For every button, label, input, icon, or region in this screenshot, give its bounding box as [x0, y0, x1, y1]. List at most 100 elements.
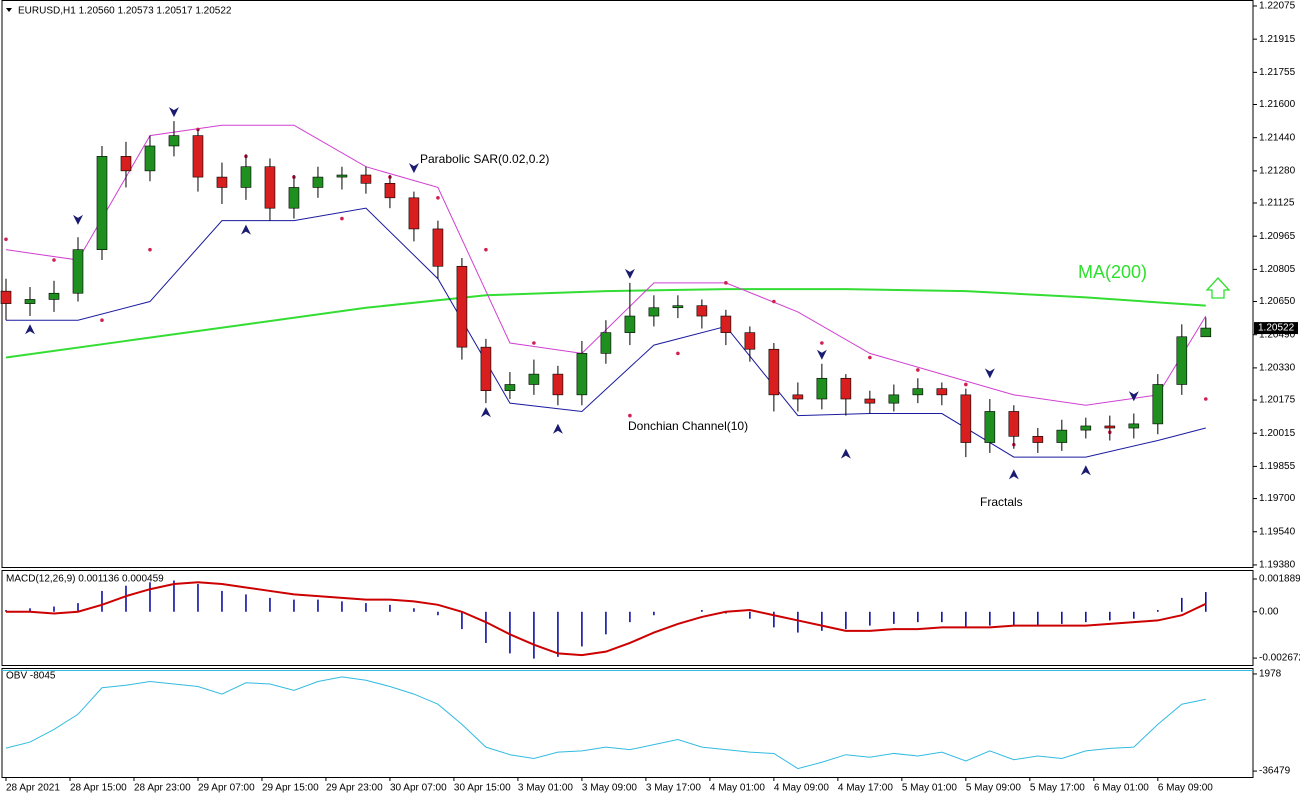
sar-dot [532, 341, 536, 345]
fractal [1128, 391, 1139, 402]
y-tick-label: 1.20175 [1259, 395, 1296, 406]
sar-dot [148, 247, 152, 252]
obv-title: OBV -8045 [6, 671, 56, 682]
candle-body [480, 346, 492, 392]
x-tick-label: 29 Apr 07:00 [198, 783, 255, 794]
up-arrow-icon [1205, 277, 1231, 299]
y-tick-label: 1.19380 [1259, 560, 1296, 571]
candle-body [1200, 327, 1212, 338]
macd-pane [1, 570, 1254, 666]
x-tick-label: 29 Apr 23:00 [326, 783, 383, 794]
sar-dot [1204, 397, 1208, 401]
candle-body [864, 398, 876, 404]
candle-body [984, 411, 996, 443]
y-tick-label: 1.19855 [1259, 461, 1296, 472]
candle-body [288, 187, 300, 209]
y-tick-label: 1.21600 [1259, 99, 1296, 110]
annotation: Donchian Channel(10) [628, 419, 748, 433]
candle-body [1008, 411, 1020, 437]
candle-body [1056, 429, 1068, 443]
candle-body [744, 332, 756, 350]
y-tick-label: 1.21755 [1259, 67, 1296, 78]
fractal [984, 368, 995, 379]
fractal [72, 214, 83, 225]
candle-body [192, 135, 204, 178]
sar-dot [100, 318, 104, 322]
candle-body [816, 377, 828, 400]
candle-body [648, 307, 660, 317]
candle-body [624, 315, 636, 333]
donchian-lower [5, 207, 1206, 458]
candle-body [1128, 423, 1140, 429]
x-tick-label: 3 May 09:00 [582, 783, 637, 794]
fractal [24, 324, 35, 335]
y-tick-label: 1978 [1259, 669, 1282, 680]
candle-body [240, 166, 252, 188]
fractal [816, 349, 827, 360]
sar-dot [484, 247, 488, 252]
y-tick-label: 1.20650 [1259, 296, 1296, 307]
fractal [840, 448, 851, 459]
sar-dot [868, 355, 872, 360]
x-tick-label: 30 Apr 15:00 [454, 783, 511, 794]
sar-dot [820, 341, 824, 345]
candle-body [552, 373, 564, 396]
title-icon [6, 8, 12, 12]
annotation: Fractals [980, 495, 1023, 509]
ma-line [5, 288, 1206, 359]
obv-pane [1, 668, 1254, 778]
y-tick-label: 1.21125 [1259, 198, 1295, 209]
last-price-label: 1.20522 [1258, 323, 1295, 334]
x-tick-label: 6 May 09:00 [1158, 783, 1213, 794]
x-tick-label: 5 May 09:00 [966, 783, 1021, 794]
y-tick-label: 1.19700 [1259, 493, 1296, 504]
sar-dot [52, 258, 56, 262]
sar-dot [4, 237, 8, 242]
candle-body [1080, 425, 1092, 431]
candle-body [768, 348, 780, 396]
fractal [480, 407, 491, 418]
y-tick-label: 1.21440 [1259, 132, 1296, 143]
x-tick-label: 5 May 01:00 [902, 783, 957, 794]
candle-body [216, 176, 228, 188]
candle-body [672, 305, 684, 309]
donchian-upper [5, 124, 1207, 406]
sar-dot [724, 281, 728, 285]
candle-body [696, 305, 708, 317]
candle-body [168, 135, 180, 147]
candle-body [576, 353, 588, 396]
candle-body [120, 156, 132, 172]
sar-dot [772, 299, 776, 304]
fractal [1008, 469, 1019, 480]
candle-body [1152, 384, 1164, 425]
y-tick-label: 1.20330 [1259, 363, 1296, 374]
fractal [168, 107, 179, 118]
y-tick-label: 1.21915 [1259, 34, 1296, 45]
candle-body [264, 166, 276, 209]
x-tick-label: 3 May 17:00 [646, 783, 701, 794]
y-tick-label: 0.001889 [1259, 574, 1300, 585]
y-tick-label: 1.20015 [1259, 428, 1296, 439]
fractal [408, 163, 419, 174]
y-tick-label: 1.19540 [1259, 526, 1296, 537]
x-tick-label: 29 Apr 15:00 [262, 783, 319, 794]
candle-body [960, 394, 972, 443]
x-tick-label: 28 Apr 2021 [6, 783, 60, 794]
candle-body [888, 394, 900, 404]
last-price-box [1254, 322, 1298, 335]
candle-body [24, 299, 36, 304]
fractal [240, 224, 251, 235]
candle-body [144, 145, 156, 172]
y-tick-label: 1.20965 [1259, 231, 1296, 242]
candle-body [336, 174, 348, 178]
x-tick-label: 3 May 01:00 [518, 783, 573, 794]
candle-body [408, 197, 420, 230]
x-tick-label: 28 Apr 23:00 [134, 783, 191, 794]
sar-dot [628, 413, 632, 418]
x-tick-label: 30 Apr 07:00 [390, 783, 447, 794]
candle-body [528, 373, 540, 385]
macd-title: MACD(12,26,9) 0.001136 0.000459 [6, 574, 164, 585]
x-tick-label: 4 May 09:00 [774, 783, 829, 794]
